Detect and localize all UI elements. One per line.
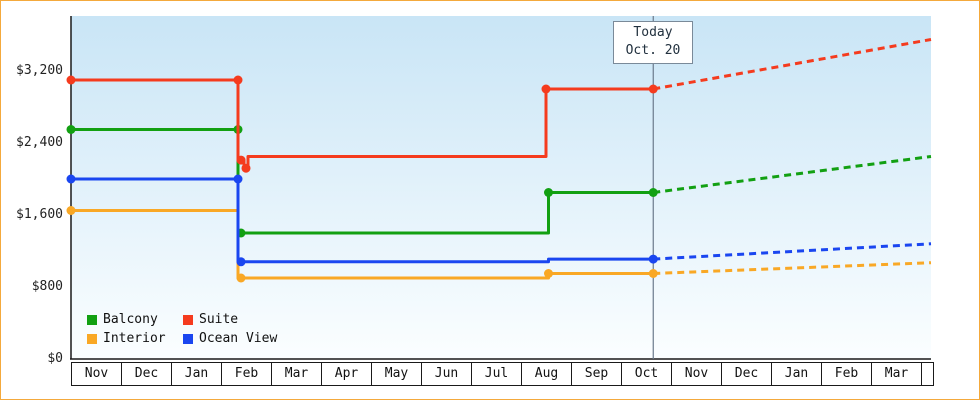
series-interior-point <box>544 269 553 278</box>
series-suite-point <box>648 84 658 94</box>
series-suite-point <box>233 75 243 85</box>
series-balcony-history-line <box>71 128 654 235</box>
series-suite-point <box>66 75 76 85</box>
series-interior-history-line <box>71 209 654 280</box>
series-ocean-view-forecast-line <box>653 242 932 261</box>
month-label-dec-1: Dec <box>121 362 172 386</box>
legend-label: Ocean View <box>199 331 278 346</box>
x-axis-month-row: Nov Dec Jan Feb Mar Apr May Jun Jul Aug Sep Oct Nov D… <box>71 362 934 386</box>
today-label-line2: Oct. 20 <box>625 43 681 58</box>
series-ocean-view-point <box>233 174 243 184</box>
plot-background <box>71 16 931 359</box>
legend-item-ocean-view: Ocean View <box>183 331 277 346</box>
month-label-jan-14: Jan <box>771 362 822 386</box>
y-axis-tick-label: $1,600 <box>16 207 63 222</box>
month-label-jul-8: Jul <box>471 362 522 386</box>
series-ocean-view-point <box>648 254 658 264</box>
month-label-jun-7: Jun <box>421 362 472 386</box>
month-label-apr-5: Apr <box>321 362 372 386</box>
month-label-may-6: May <box>371 362 422 386</box>
series-suite-point <box>541 84 551 94</box>
y-axis-tick-label: $2,400 <box>16 135 63 150</box>
legend-item-interior: Interior <box>87 331 183 346</box>
today-label-line1: Today <box>633 25 673 40</box>
series-balcony-point <box>648 188 658 197</box>
legend-label: Balcony <box>103 312 158 327</box>
y-axis-tick-label: $3,200 <box>16 63 63 78</box>
month-label-oct-11: Oct <box>621 362 672 386</box>
series-balcony-point <box>544 188 553 197</box>
series-interior-point <box>66 206 76 215</box>
month-label-sep-10: Sep <box>571 362 622 386</box>
legend-item-balcony: Balcony <box>87 312 183 327</box>
series-ocean-view-point <box>236 257 246 267</box>
month-label-aug-9: Aug <box>521 362 572 386</box>
month-label-nov-12: Nov <box>671 362 722 386</box>
series-ocean-view-history-line <box>71 177 654 264</box>
series-suite-point <box>241 163 251 173</box>
series-suite-point <box>236 155 246 165</box>
series-balcony-point <box>66 125 76 134</box>
legend-swatch-interior <box>87 333 97 344</box>
series-interior-point <box>648 269 658 278</box>
month-label-mar-4: Mar <box>271 362 322 386</box>
series-ocean-view-point <box>66 174 76 184</box>
y-axis-tick-label: $800 <box>31 279 63 294</box>
legend-swatch-ocean-view <box>183 333 193 344</box>
series-interior-forecast-line <box>653 261 932 275</box>
month-label-mar-16: Mar <box>871 362 922 386</box>
today-label-box: Today Oct. 20 <box>613 21 693 64</box>
legend-swatch-suite <box>183 314 193 325</box>
month-label-feb-3: Feb <box>221 362 272 386</box>
month-label-feb-15: Feb <box>821 362 872 386</box>
legend-label: Interior <box>103 331 166 346</box>
legend-item-suite: Suite <box>183 312 277 327</box>
legend-label: Suite <box>199 312 239 327</box>
y-axis-tick-label: $0 <box>47 351 63 366</box>
month-label-dec-13: Dec <box>721 362 772 386</box>
legend: Balcony Suite Interior Ocean View <box>87 312 277 346</box>
series-balcony-forecast-line <box>653 155 932 194</box>
month-label-partial <box>921 362 934 386</box>
series-interior-point <box>236 273 246 283</box>
month-label-nov-0: Nov <box>71 362 122 386</box>
legend-swatch-balcony <box>87 314 97 325</box>
month-label-jan-2: Jan <box>171 362 222 386</box>
